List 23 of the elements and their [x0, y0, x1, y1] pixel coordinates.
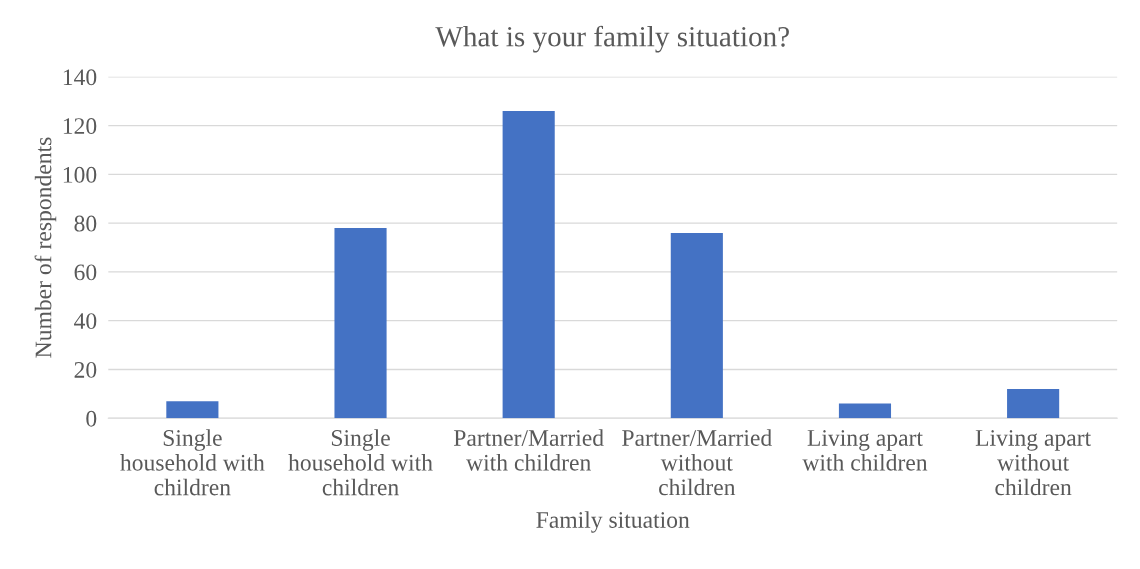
bar [670, 232, 723, 419]
x-tick-label: Single household with children [288, 429, 433, 496]
y-tick-label: 140 [63, 69, 97, 86]
x-tick-label: Single household with children [120, 429, 265, 496]
y-tick-label: 120 [63, 118, 97, 135]
chart-title: What is your family situation? [435, 25, 789, 53]
x-tick-label: Partner/Married with children [453, 429, 604, 471]
y-tick-label: 80 [74, 215, 97, 232]
y-tick-label: 40 [74, 313, 97, 330]
bar [502, 110, 555, 419]
x-tick-label: Living apart with children [802, 430, 928, 471]
x-tick-label: Living apart without children [975, 430, 1092, 496]
bar [838, 403, 892, 419]
y-tick-label: 20 [74, 361, 97, 378]
x-tick-label: Partner/Married without children [622, 429, 772, 496]
x-axis-title: Family situation [536, 511, 690, 533]
bar [334, 228, 387, 419]
y-tick-label: 100 [63, 166, 97, 183]
y-axis-title: Number of respondents [34, 137, 57, 358]
bar [166, 401, 219, 419]
bar [1007, 388, 1060, 419]
y-tick-label: 60 [74, 264, 97, 281]
y-tick-label: 0 [86, 410, 97, 427]
